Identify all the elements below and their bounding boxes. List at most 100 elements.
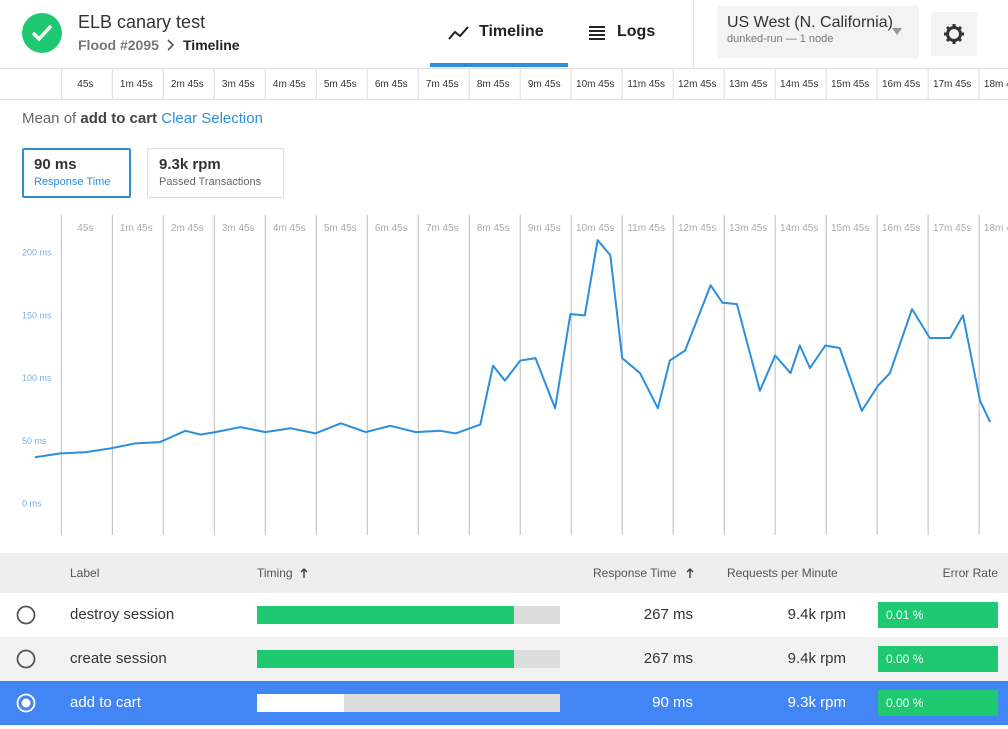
header: ELB canary test Flood #2095 Timeline Tim… — [0, 0, 1008, 69]
radio — [16, 693, 36, 713]
ruler-label: 17m 45s — [933, 79, 971, 90]
column-header[interactable]: Timing — [257, 566, 293, 580]
x-tick-label: 2m 45s — [171, 223, 204, 234]
clear-selection[interactable]: Clear Selection — [161, 110, 263, 127]
ruler-label: 11m 45s — [627, 79, 665, 90]
y-tick-label: 100 ms — [22, 373, 52, 383]
error-rate: 0.00 % — [886, 652, 924, 666]
data-line — [34, 239, 992, 459]
ruler-label: 6m 45s — [375, 79, 408, 90]
settings-button[interactable] — [931, 12, 977, 56]
y-tick-label: 50 ms — [22, 436, 47, 446]
ruler-label: 12m 45s — [678, 79, 716, 90]
response-time: 267 ms — [643, 650, 693, 667]
breadcrumb-link[interactable]: Flood #2095 — [78, 37, 159, 53]
timeline-icon — [448, 26, 469, 40]
stat-value: 9.3k rpm — [159, 156, 221, 173]
summary-selection: add to cart — [80, 110, 158, 127]
ruler-label: 14m 45s — [780, 79, 818, 90]
ruler-label: 13m 45s — [729, 79, 767, 90]
radio — [16, 649, 36, 669]
radio-ring — [16, 649, 36, 669]
error-rate-box: 0.00 % — [878, 646, 998, 672]
radio — [16, 605, 36, 625]
ruler-label: 2m 45s — [171, 79, 204, 90]
stat-value: 90 ms — [34, 156, 77, 173]
timing-bar — [257, 606, 515, 624]
ruler-label: 10m 45s — [576, 79, 614, 90]
radio-dot — [21, 698, 31, 708]
ruler-label: 4m 45s — [273, 79, 306, 90]
table-row[interactable]: destroy session 267 ms 9.4k rpm 0.01 % — [0, 593, 1008, 637]
divider — [693, 0, 694, 68]
chart: 45s 1m 45s 2m 45s 3m 45s 4m 45s 5m 45s 6m 45s 7… — [22, 215, 1008, 535]
ruler-label: 8m 45s — [477, 79, 510, 90]
x-tick-label: 4m 45s — [273, 223, 306, 234]
y-tick-label: 150 ms — [22, 310, 52, 320]
timing-bar — [257, 694, 344, 712]
ruler-label: 5m 45s — [324, 79, 357, 90]
selection-summary: Mean of add to cart Clear Selection — [22, 110, 263, 127]
table-row[interactable]: create session 267 ms 9.4k rpm 0.00 % — [0, 637, 1008, 681]
sort-arrow — [300, 568, 308, 578]
row-label: add to cart — [70, 694, 141, 711]
error-rate-box: 0.01 % — [878, 602, 998, 628]
radio-ring — [16, 693, 36, 713]
row-label: destroy session — [70, 606, 175, 623]
response-time: 267 ms — [643, 606, 693, 623]
y-tick-label: 0 ms — [22, 499, 42, 509]
summary-prefix: Mean of — [22, 110, 77, 127]
rpm: 9.4k rpm — [787, 650, 846, 667]
column-header[interactable]: Error Rate — [942, 566, 998, 580]
arrow — [686, 568, 694, 578]
stat-label: Response Time — [34, 176, 111, 188]
table-header — [0, 553, 1008, 593]
response-time: 90 ms — [652, 694, 693, 711]
column-header[interactable]: Label — [70, 566, 100, 580]
tab[interactable]: Timeline — [479, 23, 544, 40]
x-tick-label: 6m 45s — [375, 223, 408, 234]
region-detail: dunked-run — 1 node — [727, 33, 834, 45]
x-tick-label: 14m 45s — [780, 223, 818, 234]
x-tick-label: 3m 45s — [222, 223, 255, 234]
title: ELB canary test — [78, 12, 206, 32]
x-tick-label: 13m 45s — [729, 223, 767, 234]
row-label: create session — [70, 650, 167, 667]
tab[interactable]: Logs — [617, 23, 656, 40]
x-tick-label: 5m 45s — [324, 223, 357, 234]
x-tick-label: 1m 45s — [120, 223, 153, 234]
chevron — [167, 39, 175, 51]
ruler-label: 15m 45s — [831, 79, 869, 90]
ruler-label: 18m 45s — [984, 79, 1008, 90]
gear-icon — [944, 24, 964, 44]
tab-indicator — [430, 63, 568, 67]
region-select[interactable]: US West (N. California) dunked-run — 1 n… — [717, 6, 919, 58]
x-tick-label: 12m 45s — [678, 223, 716, 234]
time-ruler: 45s 1m 45s 2m 45s 3m 45s 4m 45s 5m 45s 6m 45s 7… — [0, 68, 1008, 100]
region-name: US West (N. California) — [727, 14, 893, 31]
x-tick-label: 11m 45s — [627, 223, 665, 234]
error-rate-box: 0.00 % — [878, 690, 998, 716]
stat-label: Passed Transactions — [159, 176, 262, 188]
ruler-label: 1m 45s — [120, 79, 153, 90]
table-row[interactable]: add to cart 90 ms 9.3k rpm 0.00 % — [0, 681, 1008, 725]
breadcrumb-current: Timeline — [183, 37, 240, 53]
x-tick-label: 17m 45s — [933, 223, 971, 234]
error-rate: 0.01 % — [886, 608, 924, 622]
x-tick-label: 8m 45s — [477, 223, 510, 234]
stat-card[interactable]: 9.3k rpm Passed Transactions — [147, 148, 284, 198]
column-header[interactable]: Requests per Minute — [727, 566, 838, 580]
x-tick-label: 16m 45s — [882, 223, 920, 234]
x-tick-label: 45s — [77, 223, 93, 234]
rpm: 9.3k rpm — [787, 694, 846, 711]
error-rate: 0.00 % — [886, 696, 924, 710]
logs-icon — [589, 26, 605, 40]
x-tick-label: 18m 45s — [984, 223, 1008, 234]
ruler-label: 3m 45s — [222, 79, 255, 90]
y-tick-label: 200 ms — [22, 248, 52, 258]
stat-card[interactable]: 90 ms Response Time — [22, 148, 131, 198]
x-tick-label: 7m 45s — [426, 223, 459, 234]
timing-bar — [257, 650, 515, 668]
column-header[interactable]: Response Time — [593, 566, 677, 580]
